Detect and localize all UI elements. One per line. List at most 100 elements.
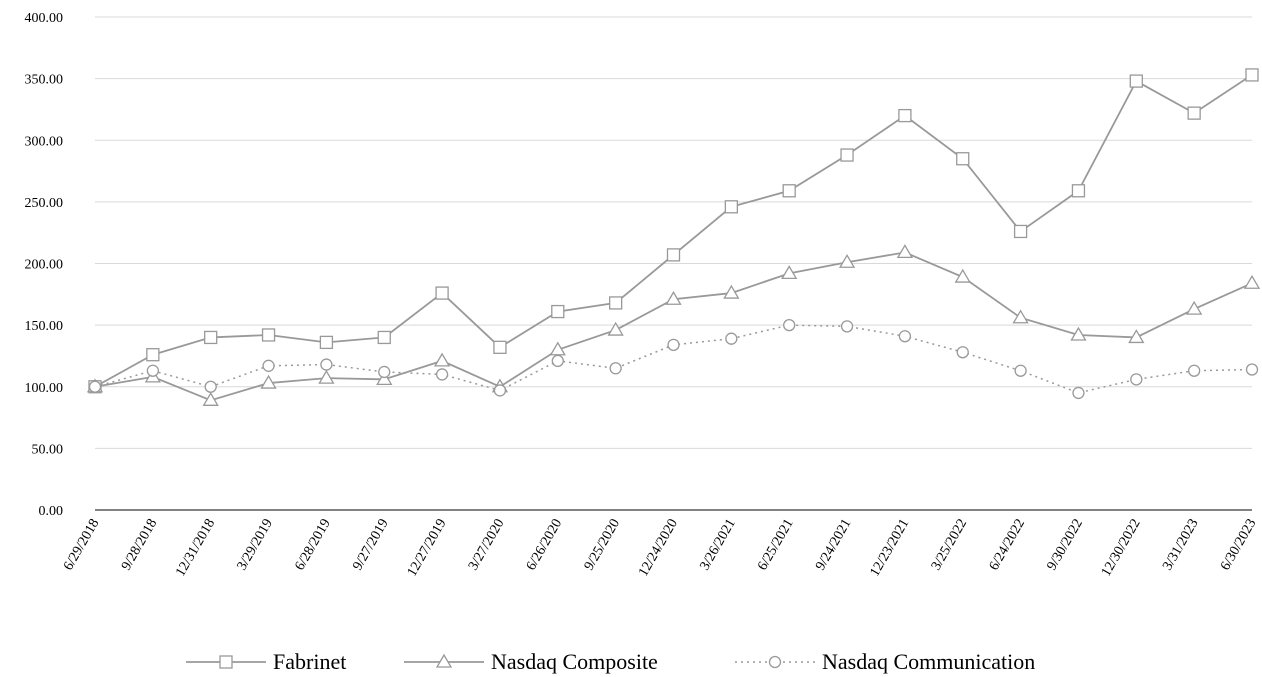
triangle-marker xyxy=(1128,329,1145,344)
circle-marker xyxy=(609,362,622,375)
legend-label: Nasdaq Composite xyxy=(491,649,658,674)
triangle-marker xyxy=(954,268,971,283)
square-marker xyxy=(435,286,449,300)
y-tick-label: 50.00 xyxy=(32,442,64,457)
x-axis-tick-labels: 6/29/2018 9/28/2018 12/31/2018 3/29/2019 6/2… xyxy=(61,517,1259,580)
x-tick-label: 9/30/2022 xyxy=(1045,517,1086,574)
circle-marker xyxy=(1245,363,1259,376)
y-tick-label: 350.00 xyxy=(25,73,64,88)
series-nasdaq-communication xyxy=(88,318,1259,400)
square-marker xyxy=(551,304,565,319)
square-marker xyxy=(898,108,912,123)
square-marker xyxy=(724,200,738,214)
triangle-marker xyxy=(202,392,219,406)
y-tick-label: 100.00 xyxy=(25,381,64,396)
square-marker xyxy=(840,148,854,162)
circle-marker xyxy=(1188,364,1201,377)
circle-marker xyxy=(898,330,912,343)
square-marker xyxy=(666,248,681,262)
square-marker xyxy=(204,330,218,345)
square-marker xyxy=(782,184,796,198)
triangle-marker xyxy=(1186,300,1203,315)
legend-label: Nasdaq Communication xyxy=(822,649,1035,674)
x-tick-label: 9/24/2021 xyxy=(813,517,854,574)
x-tick-label: 6/24/2022 xyxy=(987,517,1028,574)
y-tick-label: 0.00 xyxy=(39,504,64,519)
square-marker xyxy=(609,296,623,310)
x-tick-label: 6/28/2019 xyxy=(292,517,333,574)
x-tick-label: 3/25/2022 xyxy=(929,517,970,574)
x-tick-label: 3/27/2020 xyxy=(466,517,507,574)
legend-item: Nasdaq Communication xyxy=(735,649,1035,674)
legend-item: Nasdaq Composite xyxy=(404,649,658,674)
triangle-marker xyxy=(896,244,914,259)
circle-marker xyxy=(956,346,969,359)
legend-square-marker xyxy=(219,655,233,669)
x-tick-label: 6/29/2018 xyxy=(61,517,102,574)
triangle-marker xyxy=(318,369,335,384)
x-tick-label: 9/25/2020 xyxy=(582,517,623,574)
y-tick-label: 400.00 xyxy=(25,11,64,26)
circle-marker xyxy=(1014,364,1027,377)
triangle-marker xyxy=(433,352,451,367)
triangle-marker xyxy=(1243,274,1261,289)
circle-marker xyxy=(435,368,449,381)
legend-item: Fabrinet xyxy=(186,649,346,674)
square-marker xyxy=(493,340,507,354)
triangle-marker xyxy=(838,253,856,268)
x-tick-label: 12/31/2018 xyxy=(173,517,218,580)
x-tick-label: 6/25/2021 xyxy=(755,517,796,574)
circle-marker xyxy=(725,332,738,345)
x-tick-label: 12/27/2019 xyxy=(405,517,450,580)
circle-marker xyxy=(1130,373,1143,386)
legend: Fabrinet Nasdaq Composite Nasdaq Communica… xyxy=(186,649,1035,674)
x-tick-label: 3/26/2021 xyxy=(697,517,738,574)
x-tick-label: 12/30/2022 xyxy=(1099,517,1144,580)
y-tick-label: 300.00 xyxy=(25,134,64,149)
square-marker xyxy=(319,335,334,350)
triangle-marker xyxy=(376,371,393,386)
triangle-marker xyxy=(1012,309,1029,324)
circle-marker xyxy=(88,380,102,393)
square-marker xyxy=(261,328,276,342)
square-marker xyxy=(1013,224,1028,239)
x-tick-label: 12/23/2021 xyxy=(867,517,912,580)
square-marker xyxy=(956,152,970,166)
circle-marker xyxy=(378,365,391,379)
triangle-marker xyxy=(665,290,682,305)
square-marker xyxy=(1129,74,1143,88)
square-marker xyxy=(377,330,391,345)
triangle-marker xyxy=(260,374,277,389)
x-tick-label: 3/29/2019 xyxy=(235,517,276,574)
triangle-marker xyxy=(1070,326,1087,341)
square-marker xyxy=(146,348,160,362)
circle-marker xyxy=(1072,386,1085,400)
triangle-marker xyxy=(607,321,624,336)
legend-label: Fabrinet xyxy=(273,649,346,674)
triangle-marker xyxy=(723,284,740,299)
y-tick-label: 150.00 xyxy=(25,319,64,334)
circle-marker xyxy=(493,384,507,397)
legend-triangle-marker xyxy=(435,653,453,668)
y-tick-label: 250.00 xyxy=(25,196,64,211)
y-tick-label: 200.00 xyxy=(25,258,64,273)
square-marker xyxy=(1245,68,1259,82)
circle-marker xyxy=(262,359,275,372)
x-tick-label: 6/30/2023 xyxy=(1218,517,1259,574)
circle-marker xyxy=(146,364,160,377)
series-lines xyxy=(86,68,1261,406)
circle-marker xyxy=(783,318,796,332)
triangle-marker xyxy=(781,265,798,280)
square-marker xyxy=(1187,106,1201,120)
x-tick-label: 9/27/2019 xyxy=(350,517,391,574)
square-marker xyxy=(1071,184,1086,198)
x-tick-label: 6/26/2020 xyxy=(524,517,565,574)
y-axis-tick-labels: 0.00 50.00 100.00 150.00 200.00 250.00 300.00 3… xyxy=(25,11,64,519)
circle-marker xyxy=(204,380,217,393)
x-tick-label: 9/28/2018 xyxy=(119,517,160,574)
legend-circle-marker xyxy=(768,655,782,669)
x-tick-label: 3/31/2023 xyxy=(1160,517,1201,574)
circle-marker xyxy=(551,354,564,368)
circle-marker xyxy=(320,358,333,371)
